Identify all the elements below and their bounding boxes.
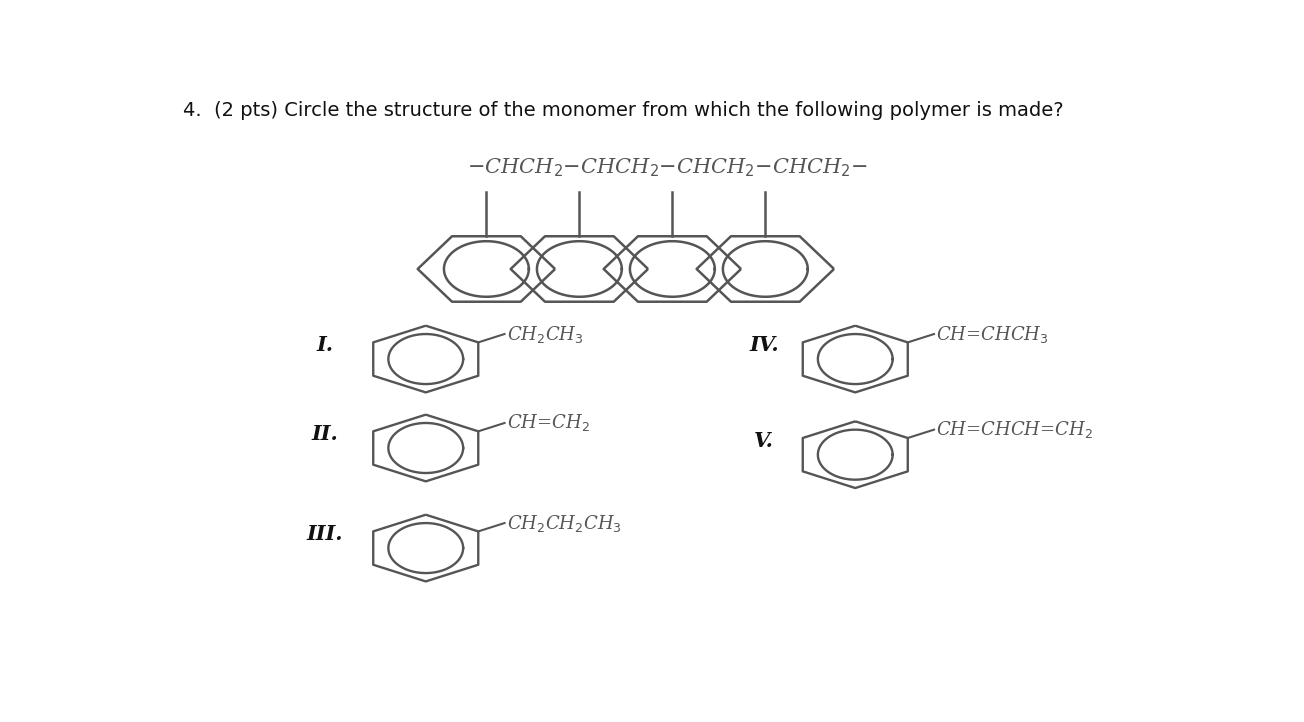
Text: CH=CH$_2$: CH=CH$_2$: [506, 412, 589, 433]
Text: V.: V.: [755, 431, 775, 451]
Text: CH=CHCH$_3$: CH=CHCH$_3$: [936, 323, 1048, 344]
Text: III.: III.: [306, 524, 343, 544]
Text: $-$CHCH$_2$$-$CHCH$_2$$-$CHCH$_2$$-$CHCH$_2$$-$: $-$CHCH$_2$$-$CHCH$_2$$-$CHCH$_2$$-$CHCH…: [467, 156, 868, 179]
Text: CH=CHCH=CH$_2$: CH=CHCH=CH$_2$: [936, 419, 1093, 440]
Text: CH$_2$CH$_3$: CH$_2$CH$_3$: [506, 323, 583, 344]
Text: II.: II.: [312, 424, 338, 444]
Text: 4.  (2 pts) Circle the structure of the monomer from which the following polymer: 4. (2 pts) Circle the structure of the m…: [183, 100, 1064, 120]
Text: IV.: IV.: [750, 335, 778, 355]
Text: I.: I.: [316, 335, 334, 355]
Text: CH$_2$CH$_2$CH$_3$: CH$_2$CH$_2$CH$_3$: [506, 513, 622, 534]
